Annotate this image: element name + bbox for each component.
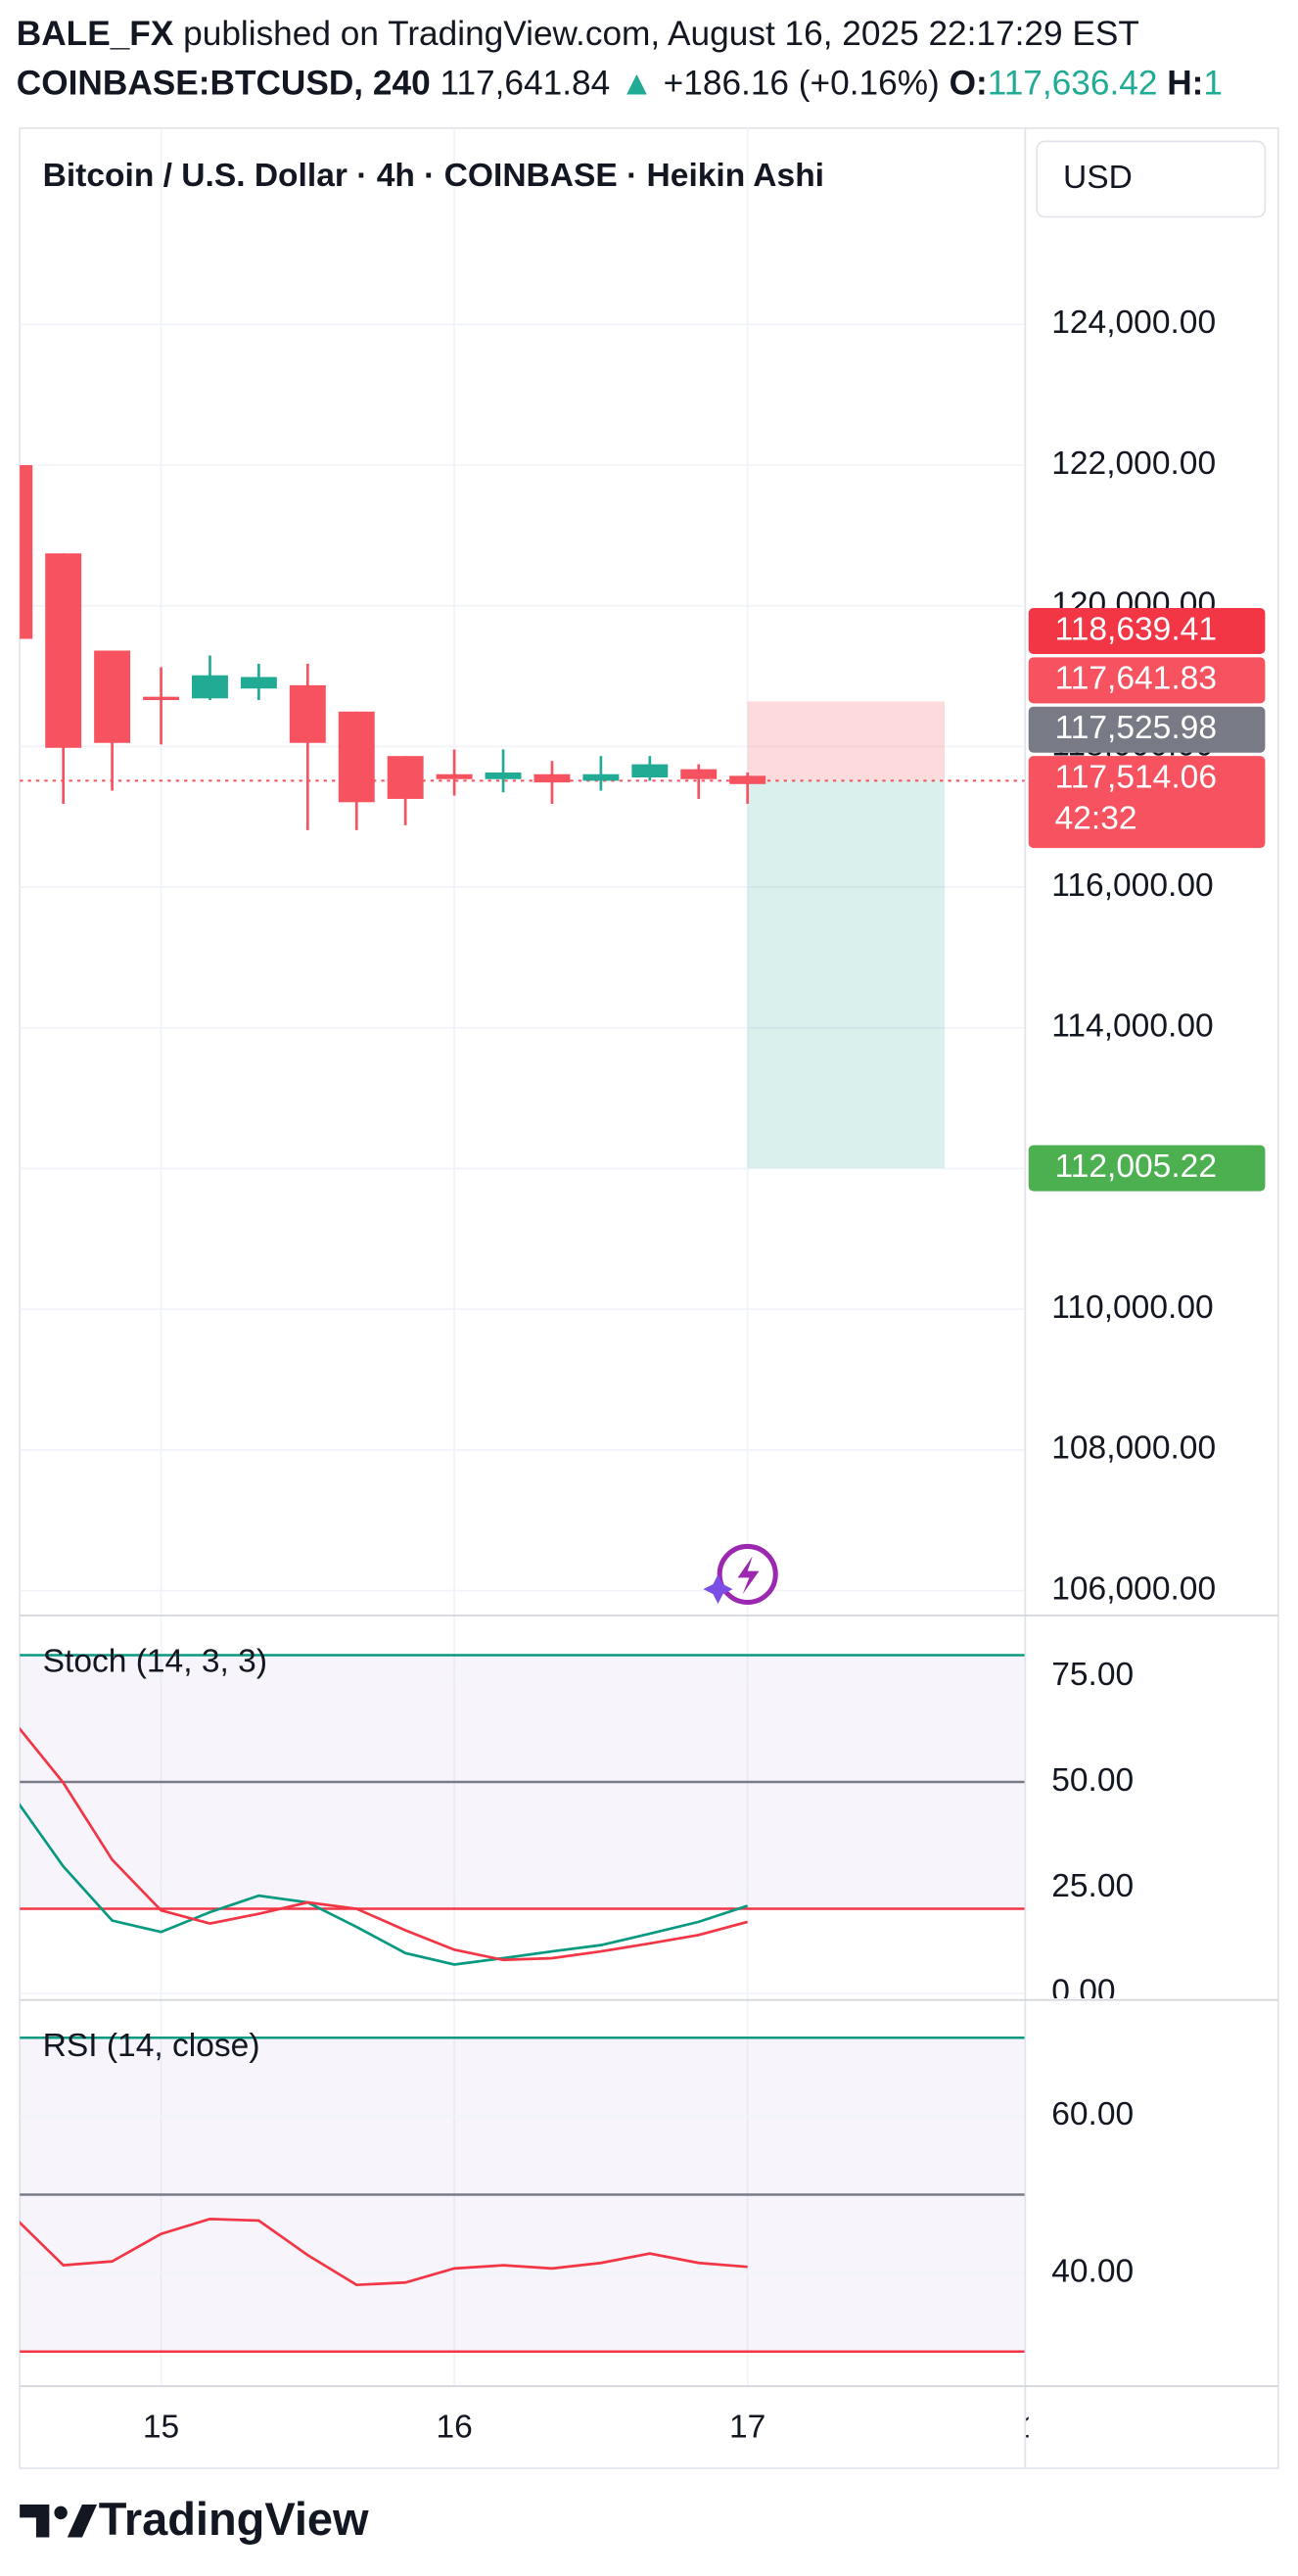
- currency[interactable]: USD: [1063, 160, 1133, 196]
- chart-area: 15 16 17 18 106,000.00 108,000.00 110,000.00 11…: [20, 127, 1266, 2446]
- candle-body: [143, 696, 180, 701]
- price-label-box: [1028, 608, 1266, 655]
- x-axis: 15 16 17 18: [143, 2410, 1059, 2446]
- pane-title: RSI (14, close): [43, 2028, 260, 2064]
- y-tick-label: 50.00: [1051, 1762, 1134, 1799]
- position-reward: [747, 779, 945, 1169]
- candle-body: [582, 773, 620, 781]
- price-label-box: [1028, 1145, 1266, 1192]
- x-tick-label: 15: [143, 2410, 179, 2446]
- high: 1: [1203, 65, 1223, 103]
- candle-body: [338, 711, 375, 803]
- price-label: 112,005.22: [1055, 1148, 1217, 1185]
- candle-body: [20, 465, 33, 639]
- countdown: 42:32: [1055, 800, 1137, 836]
- last: 117,641.84: [440, 65, 610, 103]
- x-tick-label: 16: [436, 2410, 472, 2446]
- price-label-box: [1028, 756, 1266, 849]
- candle-body: [192, 675, 228, 699]
- candle-body: [94, 650, 131, 743]
- author: BALE_FX: [17, 15, 174, 53]
- change: +186.16 (+0.16%): [664, 65, 940, 103]
- y-tick-label: 25.00: [1051, 1868, 1134, 1904]
- logo: TradingView: [99, 2493, 369, 2545]
- y-tick-label: 40.00: [1051, 2254, 1134, 2290]
- candle-body: [45, 553, 82, 748]
- y-tick-label: 0.00: [1051, 1974, 1115, 2010]
- price-label: 117,641.83: [1055, 661, 1217, 697]
- quote-line: COINBASE:BTCUSD, 240 117,641.84 ▲ +186.1…: [17, 65, 1223, 103]
- price-label-box: [1028, 706, 1266, 753]
- y-tick-label: 116,000.00: [1051, 867, 1213, 904]
- open: 117,636.42: [988, 65, 1158, 103]
- currency-button[interactable]: [1036, 140, 1267, 218]
- y-tick-label: 108,000.00: [1051, 1430, 1216, 1467]
- y-tick-label: 60.00: [1051, 2096, 1134, 2132]
- lightning-icon[interactable]: [703, 1543, 778, 1606]
- open-label: O:: [950, 65, 988, 103]
- candle-body: [729, 775, 766, 784]
- price-axis: 106,000.00108,000.00110,000.00112,000.00…: [1028, 304, 1266, 1607]
- position-risk: [747, 701, 945, 780]
- published: published on TradingView.com, August 16,…: [173, 15, 1139, 53]
- pane: [20, 323, 1026, 1592]
- symbol: COINBASE:BTCUSD, 240: [17, 65, 431, 103]
- indicator-line: [20, 2218, 748, 2287]
- pane: [20, 2036, 1026, 2354]
- logo-icon: [20, 2504, 98, 2538]
- header-line: BALE_FX published on TradingView.com, Au…: [17, 15, 1139, 53]
- arrow: ▲: [620, 65, 654, 103]
- candle-body: [387, 756, 424, 799]
- x-tick-label: 18: [1023, 2410, 1059, 2446]
- candle-body: [533, 773, 571, 783]
- y-tick-label: 75.00: [1051, 1657, 1134, 1693]
- high-label: H:: [1167, 65, 1203, 103]
- price-axis: 0.00 25.00 50.00 75.00: [1051, 1657, 1134, 2010]
- y-tick-label: 114,000.00: [1051, 1008, 1213, 1045]
- y-tick-label: 122,000.00: [1051, 445, 1216, 482]
- candle-body: [680, 769, 718, 779]
- price-label: 118,639.41: [1055, 611, 1217, 647]
- candle-body: [240, 677, 277, 689]
- price-label: 117,514.06: [1055, 759, 1217, 795]
- pane-title: Stoch (14, 3, 3): [43, 1643, 267, 1679]
- indicator-line: [20, 1803, 749, 1966]
- price-label: 117,525.98: [1055, 710, 1217, 746]
- indicator-line: [20, 1726, 749, 1962]
- y-tick-label: 110,000.00: [1051, 1289, 1213, 1326]
- candle-body: [436, 773, 473, 779]
- pane-title: Bitcoin / U.S. Dollar · 4h · COINBASE · …: [43, 158, 824, 194]
- candle-body: [485, 773, 522, 779]
- price-axis: 40.00 60.00: [1051, 2096, 1134, 2289]
- y-tick-label: 106,000.00: [1051, 1570, 1216, 1607]
- chart-frame: [19, 127, 1279, 2469]
- x-tick-label: 17: [729, 2410, 765, 2446]
- candle-body: [631, 764, 669, 778]
- pane: [20, 1654, 1026, 1994]
- candle-body: [289, 684, 326, 743]
- y-tick-label: 124,000.00: [1051, 304, 1216, 341]
- price-label-box: [1028, 657, 1266, 704]
